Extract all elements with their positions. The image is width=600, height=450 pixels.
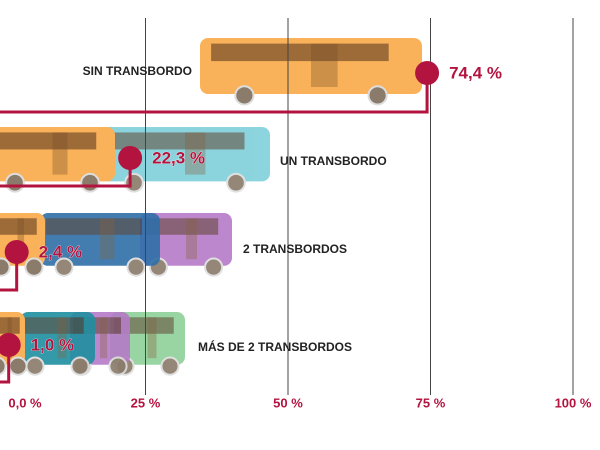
bus-icon (100, 127, 270, 193)
value-label: 2,4 % (39, 242, 82, 261)
bus-body (40, 213, 160, 266)
connector (0, 345, 11, 384)
bus-wheel (5, 172, 25, 193)
bus-door (186, 218, 198, 260)
x-tick-label: 0,0 % (8, 395, 42, 410)
bus-wheel (367, 85, 388, 106)
bus-door (52, 132, 68, 175)
connector (0, 73, 429, 114)
bus-body (100, 127, 270, 182)
bus-door (57, 317, 67, 359)
bus-door (17, 218, 25, 260)
bus-body (140, 213, 232, 266)
bus-icon (140, 213, 232, 277)
bus-wheel (24, 257, 44, 277)
bus-door (147, 317, 157, 359)
category-label: SIN TRANSBORDO (83, 64, 192, 78)
bus-window (108, 132, 245, 150)
value-dot (415, 61, 440, 85)
bus-wheel (126, 257, 146, 277)
bus-wheel (160, 356, 180, 376)
bus-wheel (8, 356, 28, 376)
bus-door (100, 317, 108, 359)
x-tick-label: 100 % (555, 395, 592, 410)
bus-icon (40, 213, 160, 277)
category-label: 2 TRANSBORDOS (243, 242, 347, 256)
bus-icon (0, 127, 115, 193)
bus-window (46, 218, 142, 235)
bus-window (0, 132, 97, 150)
bus-wheel (25, 356, 45, 376)
category-label: MÁS DE 2 TRANSBORDOS (198, 339, 352, 354)
bus-window (23, 317, 84, 334)
bus-door (100, 218, 115, 260)
bus-wheel (80, 172, 100, 193)
bus-wheel (0, 257, 11, 277)
bus-door (185, 132, 206, 175)
value-dot (0, 333, 21, 357)
x-tick-label: 25 % (131, 395, 161, 410)
bus-wheel (0, 357, 7, 376)
bus-window (0, 218, 37, 235)
category-label: UN TRANSBORDO (280, 154, 387, 168)
bus-wheel (124, 172, 144, 193)
bus-window (0, 317, 20, 334)
bus-wheel (54, 257, 74, 277)
bus-door (311, 43, 338, 87)
value-dot (118, 146, 143, 170)
value-dot (4, 240, 29, 264)
value-label: 1,0 % (31, 335, 74, 354)
bus-wheel (70, 356, 90, 376)
bus-icon (200, 38, 422, 106)
bus-wheel (234, 85, 255, 106)
value-label: 22,3 % (152, 148, 205, 167)
bus-window (211, 43, 389, 62)
connector (0, 252, 19, 292)
bus-wheel (108, 356, 128, 376)
value-label: 74,4 % (449, 63, 502, 82)
bus-icon (20, 312, 95, 376)
x-tick-label: 75 % (416, 395, 446, 410)
bus-window (144, 218, 219, 235)
bus-wheel (226, 172, 246, 193)
bus-body (20, 312, 95, 365)
x-tick-label: 50 % (273, 395, 303, 410)
bus-wheel (204, 257, 224, 277)
